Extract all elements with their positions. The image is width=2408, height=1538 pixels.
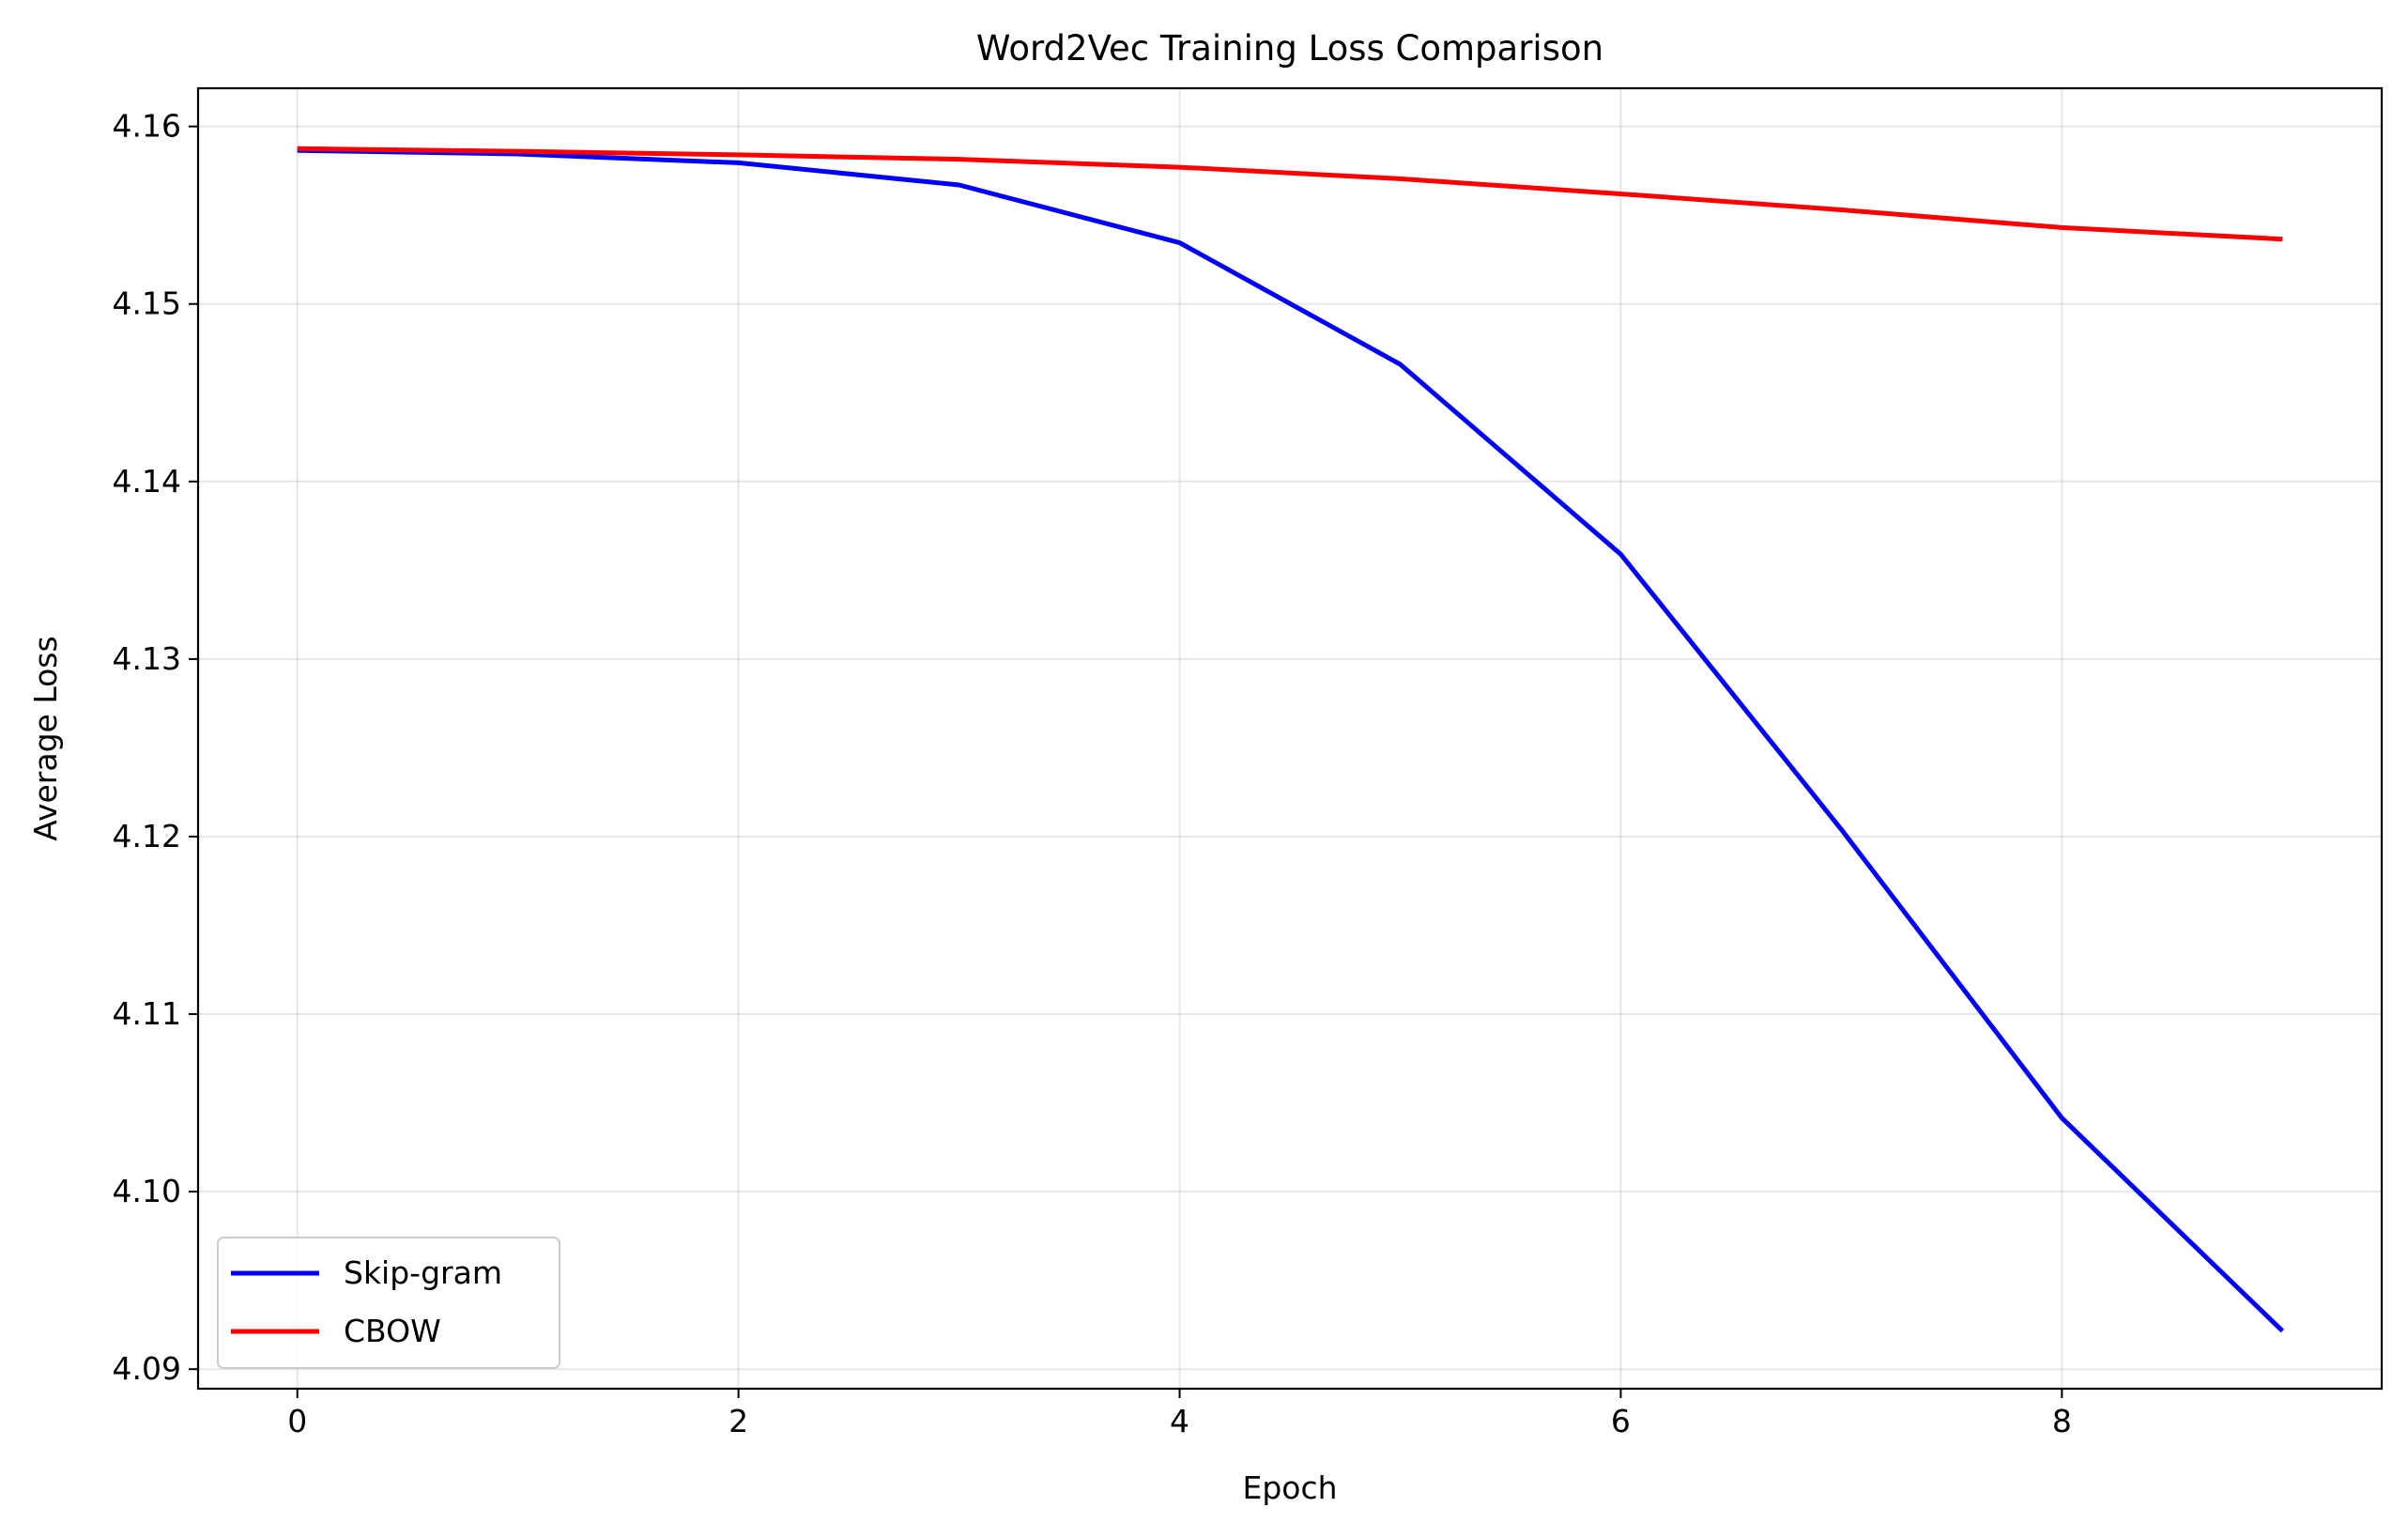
series-line-cbow xyxy=(297,146,2283,242)
x-tick-label: 8 xyxy=(2052,1403,2072,1439)
y-axis-label: Average Loss xyxy=(27,636,64,840)
x-tick-label: 2 xyxy=(729,1403,748,1439)
grid-lines xyxy=(198,88,2382,1389)
y-tick-label: 4.16 xyxy=(113,108,181,145)
x-tick-label: 4 xyxy=(1170,1403,1189,1439)
legend-label-cbow: CBOW xyxy=(344,1313,441,1349)
series-line-skip-gram xyxy=(297,147,2285,1333)
y-tick-label: 4.10 xyxy=(113,1173,181,1209)
y-tick-label: 4.15 xyxy=(113,285,181,322)
x-axis-label: Epoch xyxy=(1242,1469,1337,1506)
chart-title: Word2Vec Training Loss Comparison xyxy=(976,28,1603,69)
legend-box xyxy=(217,1237,560,1369)
axis-ticks: 0 2 4 6 8 4.09 4.10 4.11 4.12 4.13 4.14 4.15 4.16 xyxy=(113,108,2072,1439)
legend: Skip-gram CBOW xyxy=(217,1237,560,1369)
legend-label-skip-gram: Skip-gram xyxy=(344,1254,502,1291)
x-tick-label: 6 xyxy=(1611,1403,1631,1439)
y-tick-label: 4.12 xyxy=(113,818,181,854)
y-tick-label: 4.09 xyxy=(113,1350,181,1387)
y-tick-label: 4.11 xyxy=(113,995,181,1032)
plot-area xyxy=(196,86,2384,1391)
series-lines xyxy=(297,146,2285,1333)
y-tick-label: 4.14 xyxy=(113,463,181,500)
y-tick-label: 4.13 xyxy=(113,640,181,677)
x-tick-label: 0 xyxy=(287,1403,307,1439)
